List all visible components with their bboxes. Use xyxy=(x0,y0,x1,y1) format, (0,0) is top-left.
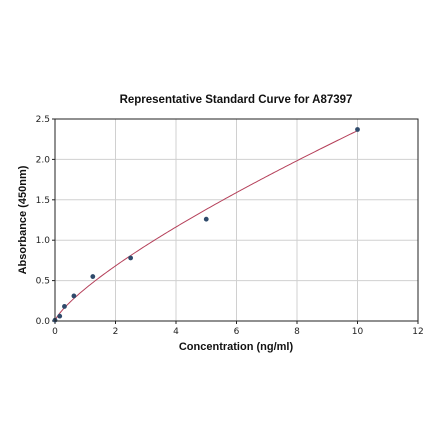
x-tick-label: 8 xyxy=(294,327,300,337)
x-axis-label: Concentration (ng/ml) xyxy=(179,341,294,353)
chart-title: Representative Standard Curve for A87397 xyxy=(120,94,353,106)
fit-curve xyxy=(55,130,358,320)
y-tick-label: 1.5 xyxy=(36,196,50,206)
y-axis-label: Absorbance (450nm) xyxy=(17,165,29,274)
data-point xyxy=(57,313,63,319)
fit-curve-layer xyxy=(55,130,358,320)
data-points-layer xyxy=(52,127,360,323)
plot-frame xyxy=(54,118,419,322)
y-tick-label: 1.0 xyxy=(36,236,51,246)
x-tick-label: 4 xyxy=(173,327,179,337)
grid-lines xyxy=(52,118,419,324)
y-tick-label: 2.5 xyxy=(36,115,50,125)
y-tick-label: 0.5 xyxy=(36,277,50,287)
y-tick-label: 2.0 xyxy=(36,155,51,165)
y-tick-labels: 0.0 0.5 1.0 1.5 2.0 2.5 xyxy=(36,115,51,327)
x-tick-label: 0 xyxy=(52,327,58,337)
data-point xyxy=(71,293,77,299)
data-point xyxy=(128,255,134,261)
x-tick-label: 6 xyxy=(234,327,240,337)
data-point xyxy=(90,274,96,279)
x-tick-label: 12 xyxy=(412,327,423,337)
x-tick-label: 2 xyxy=(113,327,119,337)
data-point xyxy=(62,304,67,309)
data-point xyxy=(203,216,209,222)
x-tick-labels: 0 2 4 6 8 10 12 xyxy=(52,327,424,337)
y-tick-label: 0.0 xyxy=(36,317,51,327)
x-tick-label: 10 xyxy=(352,327,364,337)
data-point xyxy=(355,127,360,132)
